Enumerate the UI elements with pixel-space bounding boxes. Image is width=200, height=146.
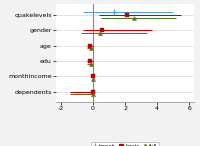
Legend: bench, basic, full: bench, basic, full [91, 142, 159, 146]
